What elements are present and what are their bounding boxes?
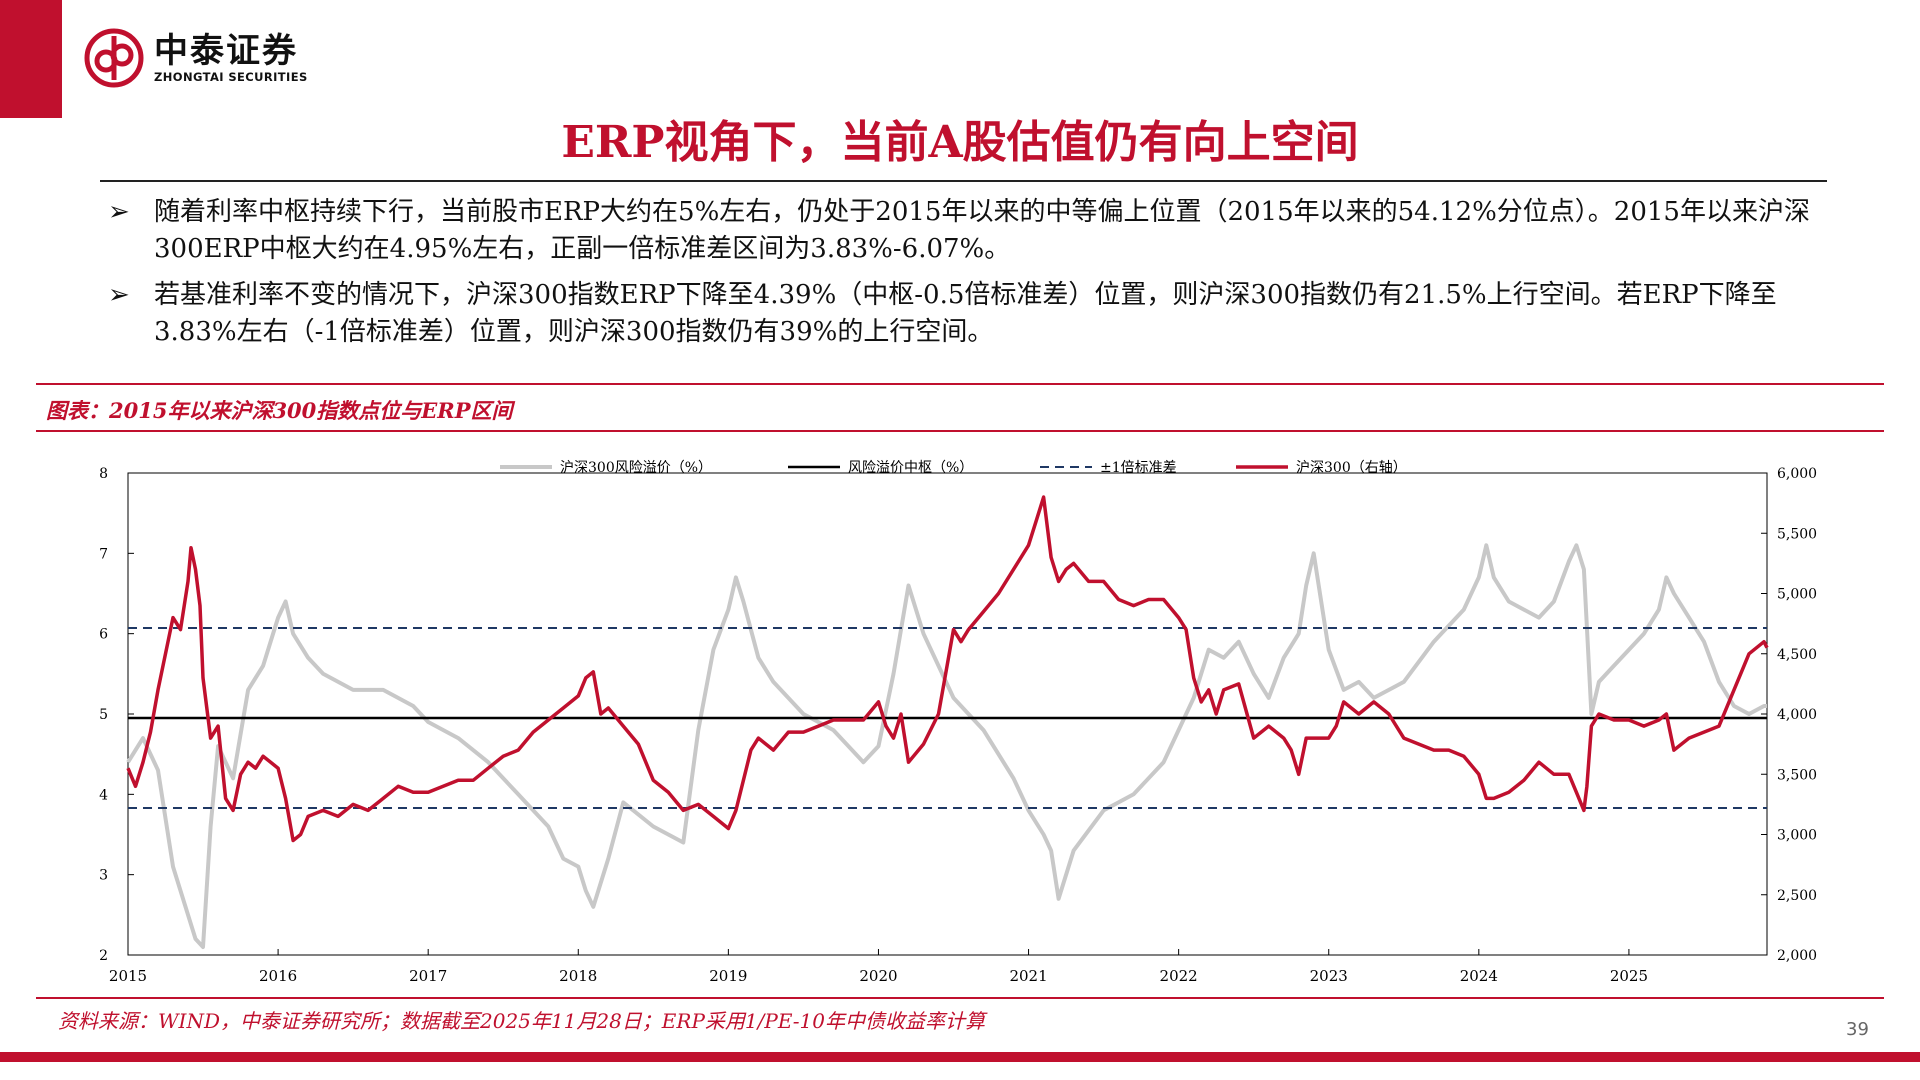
x-tick-label: 2024 <box>1460 967 1498 985</box>
title-divider <box>100 180 1827 182</box>
y-right-tick-label: 5,500 <box>1777 526 1817 542</box>
x-tick-label: 2018 <box>559 967 597 985</box>
y-left-tick-label: 5 <box>99 707 108 723</box>
erp-series-line <box>126 543 1767 949</box>
y-left-tick-label: 4 <box>99 787 108 803</box>
y-right-tick-label: 6,000 <box>1777 466 1817 482</box>
legend-label: 沪深300风险溢价（%） <box>560 460 712 476</box>
x-tick-label: 2021 <box>1009 967 1047 985</box>
logo-name-en: ZHONGTAI SECURITIES <box>154 70 308 84</box>
x-tick-label: 2025 <box>1610 967 1648 985</box>
x-tick-label: 2015 <box>109 967 147 985</box>
bullet-text: 随着利率中枢持续下行，当前股市ERP大约在5%左右，仍处于2015年以来的中等偏… <box>154 197 1810 264</box>
bullet-text: 若基准利率不变的情况下，沪深300指数ERP下降至4.39%（中枢-0.5倍标准… <box>154 280 1777 347</box>
y-left-tick-label: 3 <box>99 868 108 884</box>
y-right-tick-label: 2,500 <box>1777 888 1817 904</box>
source-note: 资料来源：WIND，中泰证券研究所；数据截至2025年11月28日；ERP采用1… <box>58 1009 986 1033</box>
x-tick-label: 2016 <box>259 967 297 985</box>
plot-frame <box>127 472 1768 956</box>
y-left-tick-label: 8 <box>99 466 108 482</box>
bullet-item: ➢ 若基准利率不变的情况下，沪深300指数ERP下降至4.39%（中枢-0.5倍… <box>108 277 1828 351</box>
csi300-series-line <box>126 495 1769 843</box>
source-top-rule <box>36 997 1884 999</box>
bullet-arrow-icon: ➢ <box>108 197 130 227</box>
x-tick-label: 2022 <box>1160 967 1198 985</box>
bottom-bar <box>0 1052 1920 1062</box>
y-left-tick-label: 7 <box>99 546 108 562</box>
page-number: 39 <box>1846 1019 1869 1040</box>
bullet-item: ➢ 随着利率中枢持续下行，当前股市ERP大约在5%左右，仍处于2015年以来的中… <box>108 194 1828 268</box>
erp-index-chart: 2 3 4 5 6 7 8 2,000 2,500 3,000 3,500 4,000 4,500 5,0… <box>99 460 1817 985</box>
y-right-tick-label: 2,000 <box>1777 948 1817 964</box>
x-tick-label: 2020 <box>859 967 897 985</box>
y-left-tick-label: 2 <box>99 948 108 964</box>
figure-caption: 图表：2015年以来沪深300指数点位与ERP区间 <box>46 398 513 423</box>
slide-title: ERP视角下，当前A股估值仍有向上空间 <box>561 117 1359 168</box>
legend-label: 风险溢价中枢（%） <box>848 460 973 476</box>
company-logo: 中泰证券 ZHONGTAI SECURITIES <box>84 28 308 88</box>
x-tick-label: 2019 <box>709 967 747 985</box>
y-left-tick-label: 6 <box>99 627 108 643</box>
brand-side-bar <box>0 0 62 118</box>
y-right-tick-label: 4,500 <box>1777 647 1817 663</box>
y-right-tick-label: 5,000 <box>1777 587 1817 603</box>
legend-label: 沪深300（右轴） <box>1296 460 1407 476</box>
legend-label: ±1倍标准差 <box>1100 460 1177 476</box>
caption-top-rule <box>36 383 1884 385</box>
y-right-tick-label: 3,000 <box>1777 828 1817 844</box>
bullet-arrow-icon: ➢ <box>108 280 130 310</box>
logo-name-cn: 中泰证券 <box>154 31 298 71</box>
bullet-list: ➢ 随着利率中枢持续下行，当前股市ERP大约在5%左右，仍处于2015年以来的中… <box>108 194 1828 360</box>
y-right-tick-label: 3,500 <box>1777 767 1817 783</box>
caption-bottom-rule <box>36 430 1884 432</box>
x-tick-label: 2023 <box>1310 967 1348 985</box>
zhongtai-logo-icon <box>84 28 144 88</box>
y-right-tick-label: 4,000 <box>1777 707 1817 723</box>
x-tick-label: 2017 <box>409 967 447 985</box>
